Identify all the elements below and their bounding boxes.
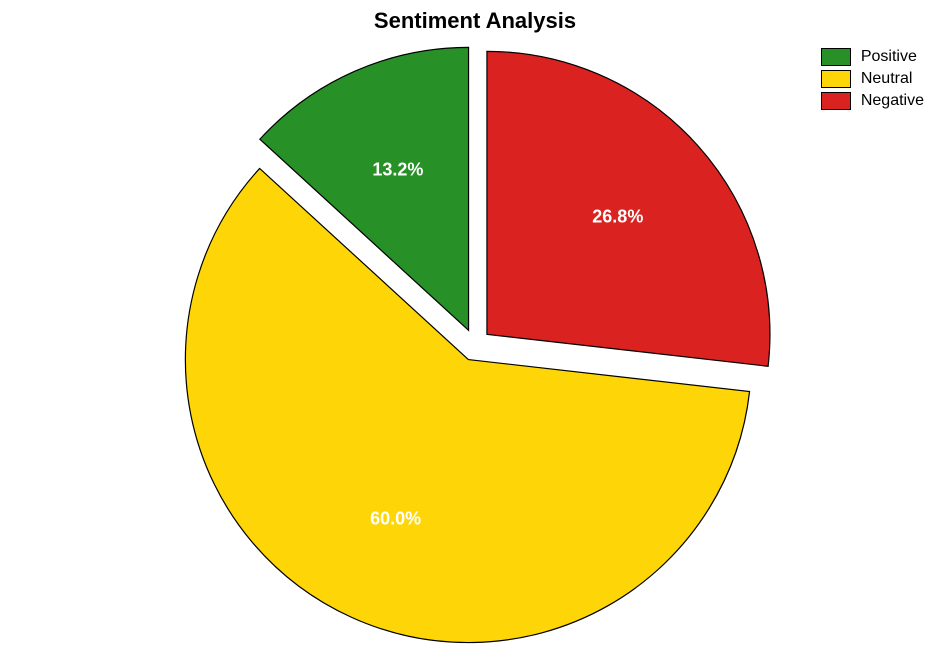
legend-swatch-neutral xyxy=(821,70,851,88)
legend-label-positive: Positive xyxy=(861,48,917,66)
legend-item-negative: Negative xyxy=(821,92,924,110)
legend-swatch-negative xyxy=(821,92,851,110)
legend-item-positive: Positive xyxy=(821,48,924,66)
legend: Positive Neutral Negative xyxy=(821,48,924,114)
chart-container: Sentiment Analysis Positive Neutral Nega… xyxy=(0,0,950,662)
pie-slice-label-negative: 26.8% xyxy=(592,207,643,228)
legend-item-neutral: Neutral xyxy=(821,70,924,88)
legend-label-negative: Negative xyxy=(861,92,924,110)
legend-label-neutral: Neutral xyxy=(861,70,913,88)
pie-slice-label-positive: 13.2% xyxy=(372,159,423,180)
pie-chart xyxy=(0,0,950,662)
pie-slice-label-neutral: 60.0% xyxy=(370,509,421,530)
legend-swatch-positive xyxy=(821,48,851,66)
